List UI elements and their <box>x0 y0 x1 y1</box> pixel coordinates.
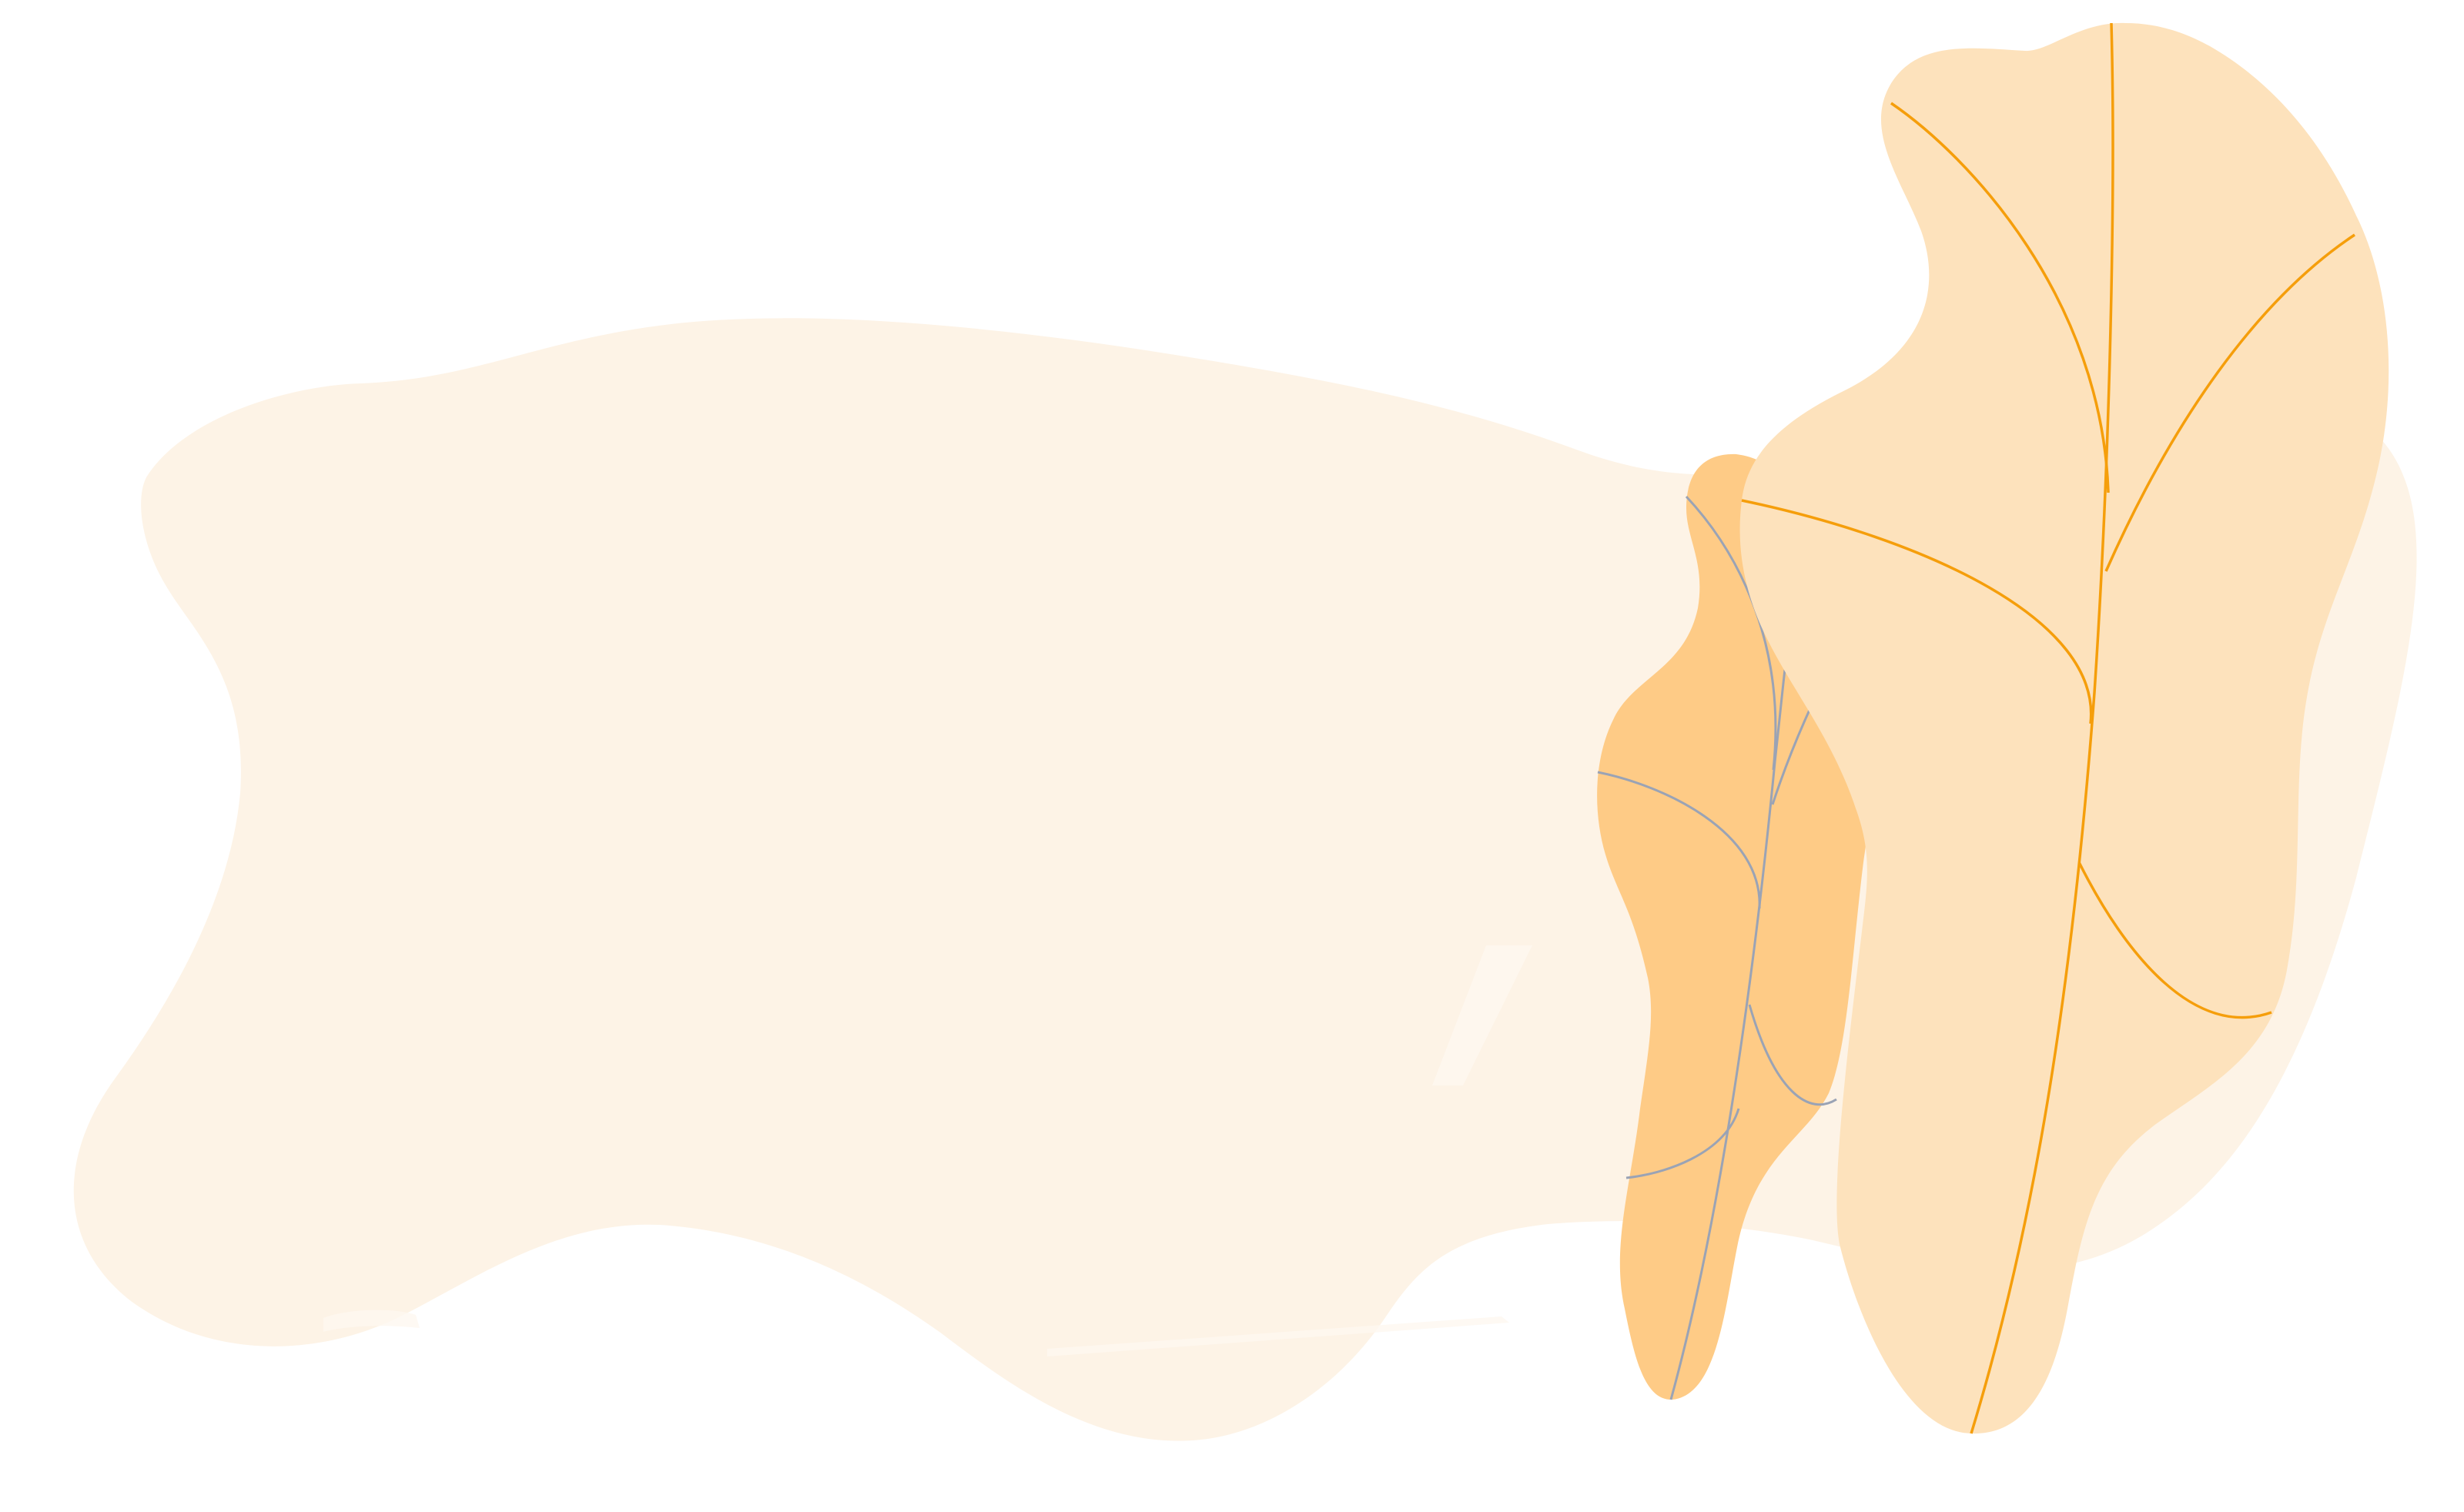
front-leaf <box>1739 22 2389 1434</box>
blob-highlight <box>323 1310 420 1332</box>
front-leaf-veins <box>1741 22 2355 1434</box>
back-leaf-veins <box>1597 495 1837 1400</box>
blob-highlight <box>1047 1316 1509 1356</box>
front-leaf-body <box>1739 22 2389 1434</box>
blob-highlight <box>1432 945 1532 1085</box>
